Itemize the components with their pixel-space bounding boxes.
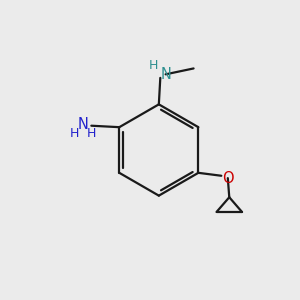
Text: H: H [87, 128, 96, 140]
Text: N: N [78, 117, 88, 132]
Text: H: H [70, 128, 80, 140]
Text: O: O [222, 171, 234, 186]
Text: H: H [149, 59, 158, 72]
Text: N: N [160, 67, 171, 82]
